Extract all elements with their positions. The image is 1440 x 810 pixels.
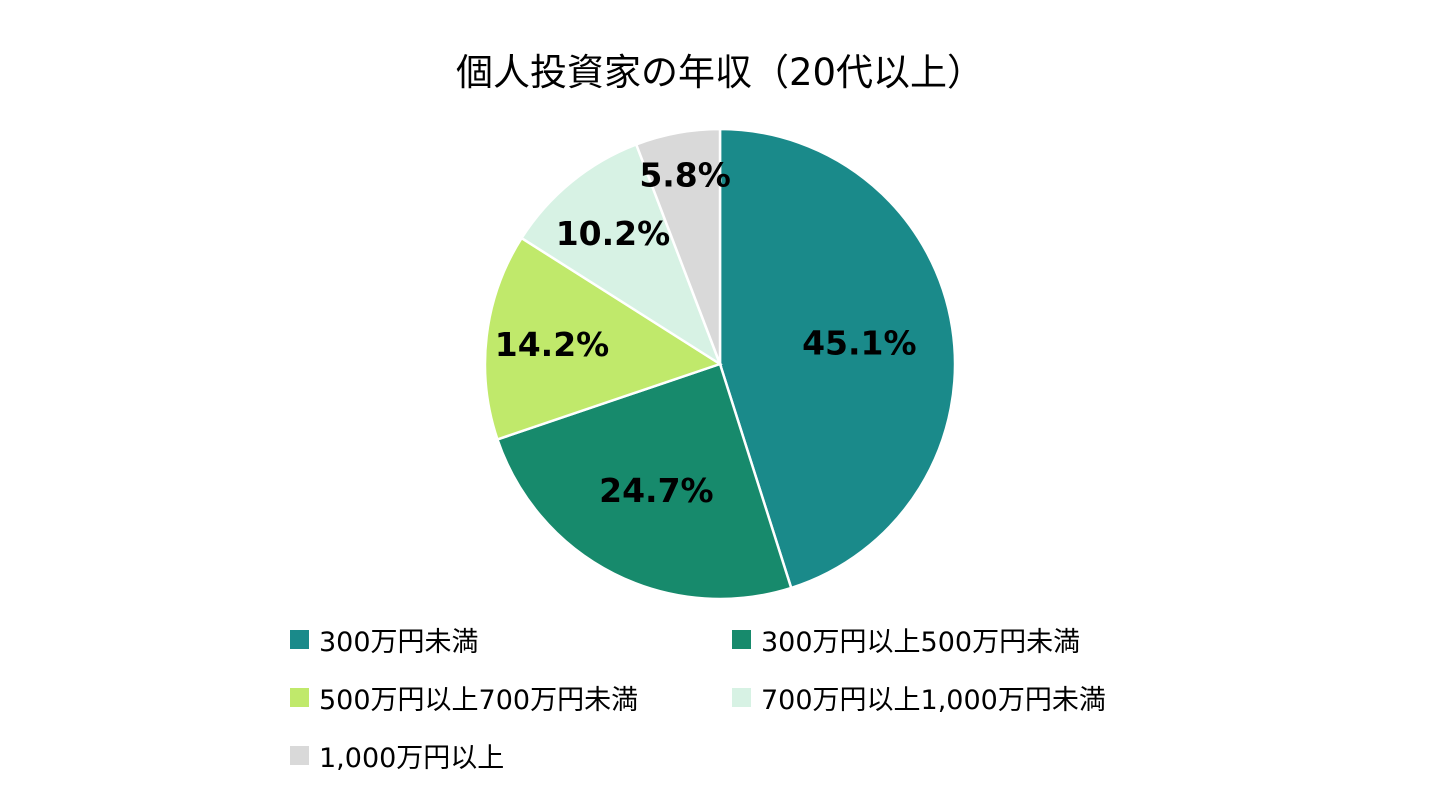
- chart-title: 個人投資家の年収（20代以上）: [455, 51, 985, 94]
- slice-data-label: 45.1%: [802, 323, 917, 362]
- legend-item: 700万円以上1,000万円未満: [732, 678, 1106, 717]
- legend-label: 300万円未満: [319, 627, 479, 658]
- legend-label: 700万円以上1,000万円未満: [761, 685, 1106, 716]
- legend-item: 500万円以上700万円未満: [290, 678, 638, 717]
- pie-slice: [519, 142, 723, 368]
- legend-label: 500万円以上700万円未満: [319, 685, 639, 716]
- legend-swatch: [732, 688, 751, 707]
- pie-slice: [718, 127, 957, 590]
- pie-slice: [495, 362, 793, 601]
- legend-item: 300万円未満: [290, 620, 479, 659]
- legend-label: 1,000万円以上: [319, 743, 505, 774]
- legend-swatch: [290, 630, 309, 649]
- legend-label: 300万円以上500万円未満: [761, 627, 1081, 658]
- legend-item: 300万円以上500万円未満: [732, 620, 1080, 659]
- legend-swatch: [290, 688, 309, 707]
- pie-slice: [634, 127, 722, 365]
- slice-data-label: 24.7%: [599, 471, 714, 510]
- slice-data-label: 10.2%: [556, 214, 671, 253]
- pie-slice: [483, 236, 723, 442]
- legend-item: 1,000万円以上: [290, 736, 504, 775]
- legend-swatch: [732, 630, 751, 649]
- legend-swatch: [290, 746, 309, 765]
- slice-data-label: 5.8%: [639, 155, 731, 194]
- slice-data-label: 14.2%: [495, 325, 610, 364]
